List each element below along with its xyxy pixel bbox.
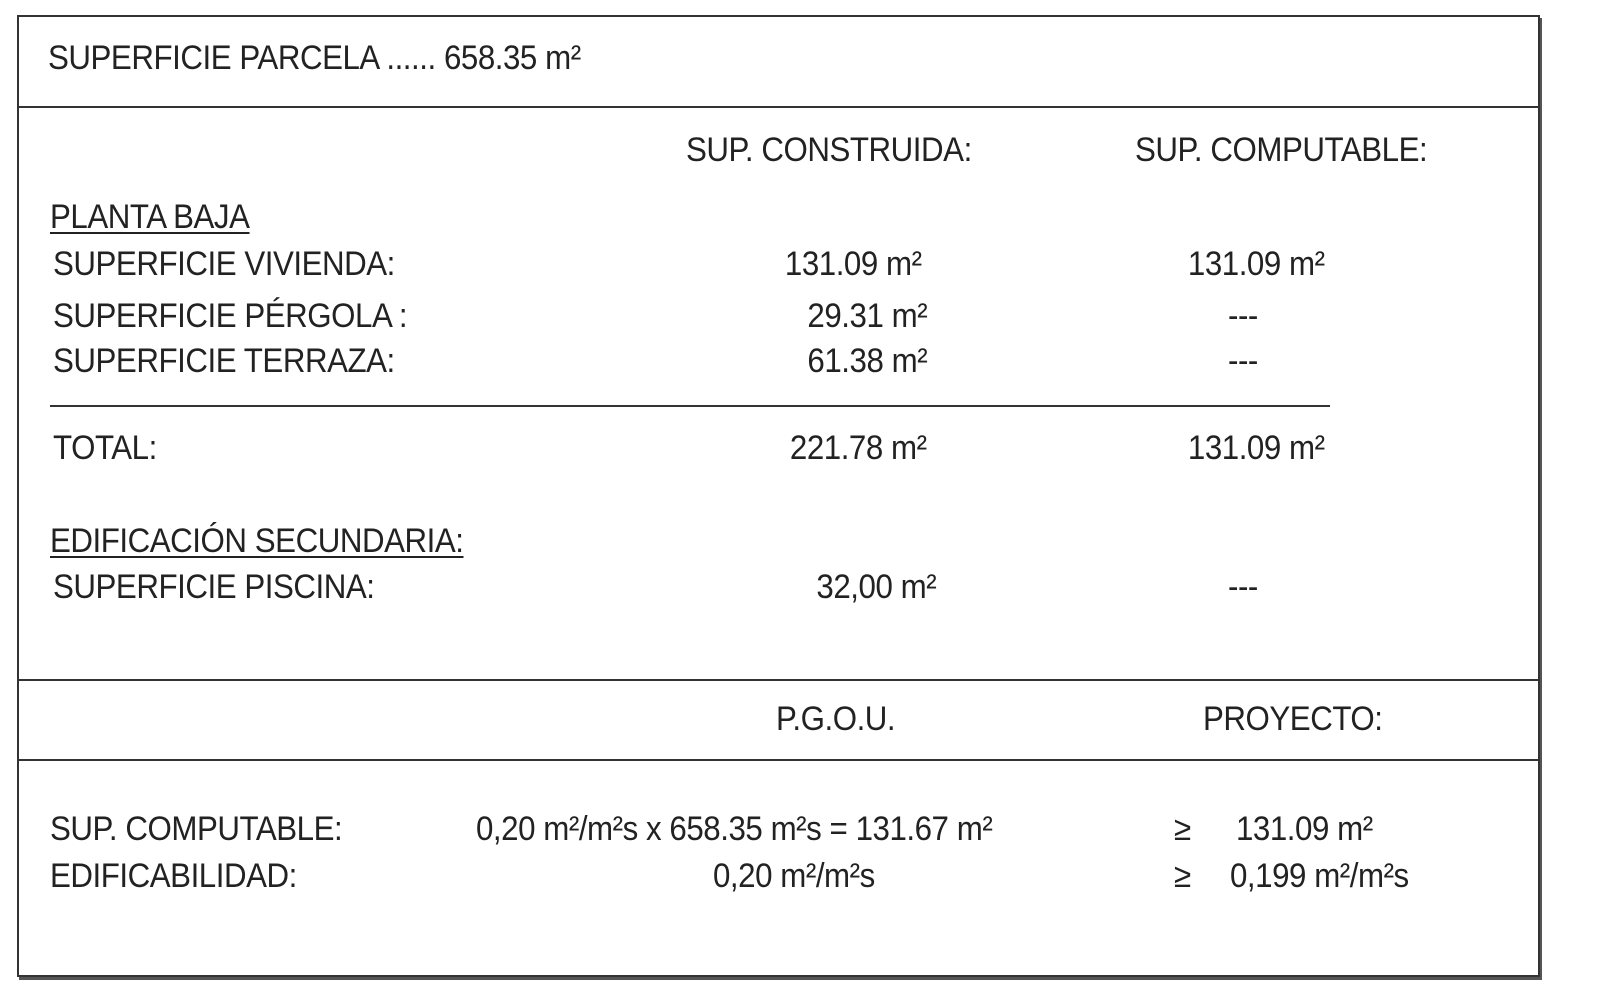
row-computable: ---: [1228, 568, 1258, 606]
divider: [17, 106, 1538, 108]
col-header-pgou: P.G.O.U.: [776, 700, 896, 738]
greater-equal-symbol: ≥: [1174, 810, 1191, 848]
total-label: TOTAL:: [53, 429, 157, 467]
compliance-label: EDIFICABILIDAD:: [50, 857, 297, 895]
divider: [17, 679, 1538, 681]
row-built: 32,00 m²: [816, 568, 936, 606]
col-header-built: SUP. CONSTRUIDA:: [686, 131, 972, 169]
row-label: SUPERFICIE VIVIENDA:: [53, 245, 395, 283]
col-header-computable: SUP. COMPUTABLE:: [1135, 131, 1428, 169]
compliance-pgou: 0,20 m²/m²s x 658.35 m²s = 131.67 m²: [476, 810, 993, 848]
section-title-ground-floor: PLANTA BAJA: [50, 198, 250, 236]
divider: [17, 759, 1538, 761]
row-built: 61.38 m²: [807, 342, 927, 380]
total-divider: [50, 405, 1330, 407]
parcel-area: SUPERFICIE PARCELA ...... 658.35 m²: [48, 39, 581, 77]
total-computable: 131.09 m²: [1188, 429, 1325, 467]
document-frame: [17, 15, 1540, 977]
section-title-secondary: EDIFICACIÓN SECUNDARIA:: [50, 522, 464, 560]
greater-equal-symbol: ≥: [1174, 857, 1191, 895]
row-computable: ---: [1228, 297, 1258, 335]
compliance-label: SUP. COMPUTABLE:: [50, 810, 343, 848]
compliance-project: 0,199 m²/m²s: [1230, 857, 1409, 895]
row-label: SUPERFICIE PÉRGOLA :: [53, 297, 408, 335]
row-label: SUPERFICIE PISCINA:: [53, 568, 375, 606]
total-built: 221.78 m²: [790, 429, 927, 467]
row-built: 29.31 m²: [807, 297, 927, 335]
row-built: 131.09 m²: [785, 245, 922, 283]
row-computable: 131.09 m²: [1188, 245, 1325, 283]
row-computable: ---: [1228, 342, 1258, 380]
compliance-project: 131.09 m²: [1236, 810, 1373, 848]
compliance-pgou: 0,20 m²/m²s: [713, 857, 875, 895]
col-header-project: PROYECTO:: [1203, 700, 1383, 738]
row-label: SUPERFICIE TERRAZA:: [53, 342, 395, 380]
